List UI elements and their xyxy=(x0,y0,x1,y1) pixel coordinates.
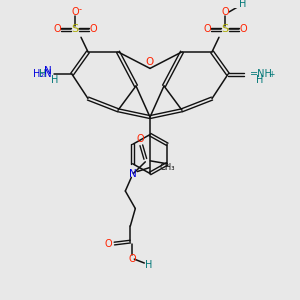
Text: H: H xyxy=(256,75,263,85)
Text: H₂N: H₂N xyxy=(33,69,52,79)
Text: H: H xyxy=(145,260,152,270)
Text: CH₃: CH₃ xyxy=(159,163,175,172)
Text: O: O xyxy=(239,25,247,34)
Text: O: O xyxy=(128,254,136,264)
Text: O: O xyxy=(136,134,144,144)
Text: H: H xyxy=(39,69,46,79)
Text: O: O xyxy=(53,25,61,34)
Text: N: N xyxy=(129,169,137,178)
Text: O: O xyxy=(146,57,154,67)
Text: N: N xyxy=(44,66,52,76)
Text: O: O xyxy=(221,7,229,17)
Text: S: S xyxy=(221,25,229,34)
Text: O: O xyxy=(203,25,211,34)
Text: O: O xyxy=(104,238,112,249)
Text: +: + xyxy=(268,70,274,80)
Text: O: O xyxy=(71,7,79,17)
Text: O: O xyxy=(89,25,97,34)
Text: S: S xyxy=(71,25,79,34)
Text: H: H xyxy=(239,0,247,9)
Text: =NH: =NH xyxy=(250,69,273,79)
Text: H: H xyxy=(51,75,58,85)
Text: -: - xyxy=(79,5,82,14)
